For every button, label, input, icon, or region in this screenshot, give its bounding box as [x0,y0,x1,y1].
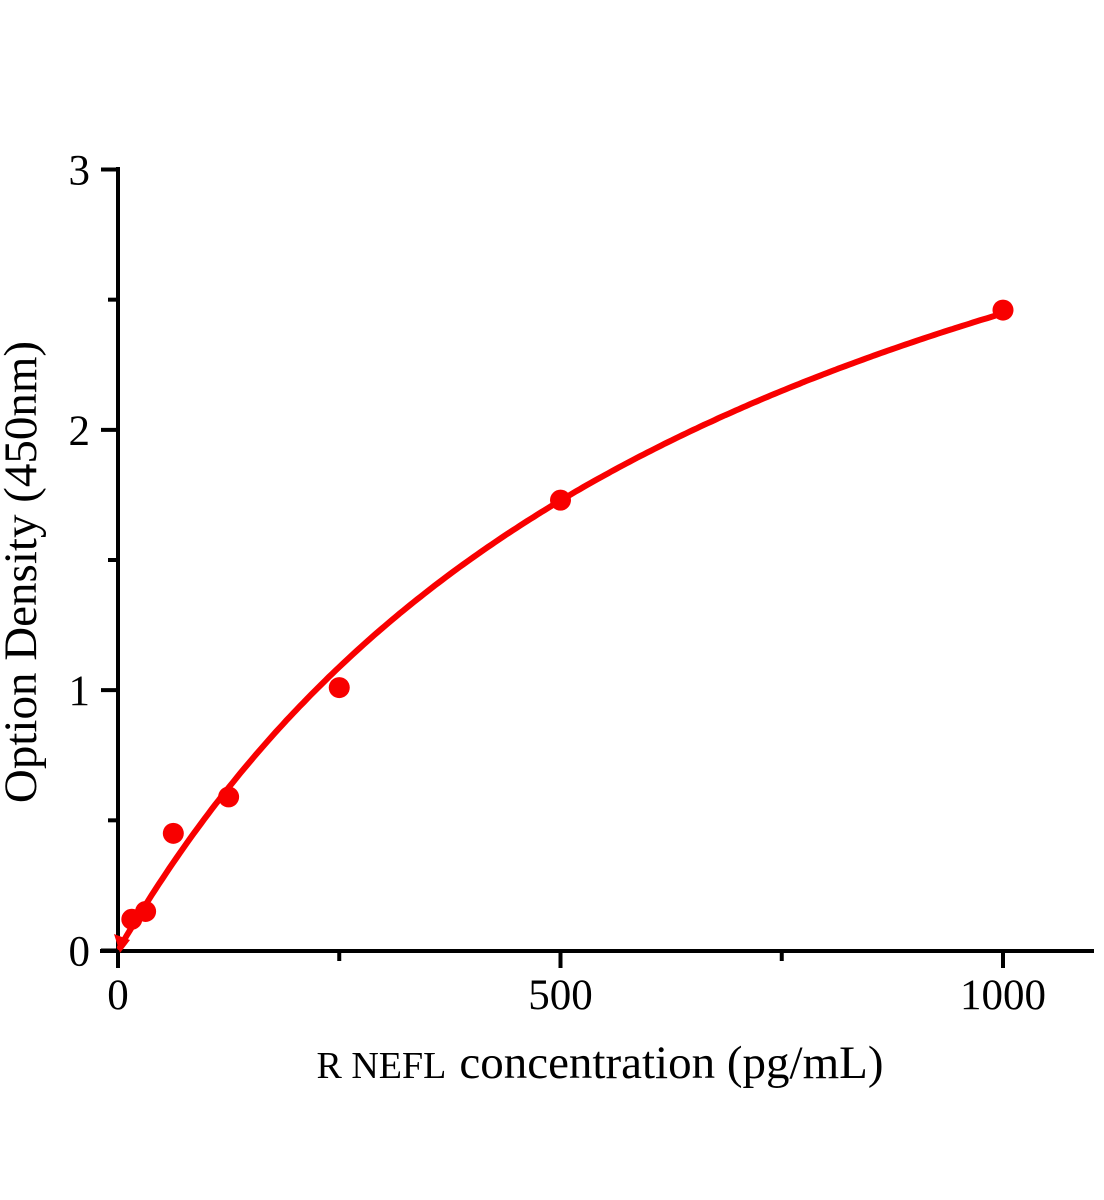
data-point [550,489,571,511]
data-points-group [121,299,1014,930]
x-axis-title: R NEFL concentration (pg/mL) [316,1037,883,1089]
fit-curve [116,310,1005,951]
x-axis-title-prefix: R NEFL [316,1045,446,1087]
data-point [992,299,1014,321]
x-tick-label: 1000 [960,972,1046,1019]
y-tick-label: 2 [69,408,91,455]
x-axis-title-main: concentration (pg/mL) [459,1037,883,1089]
y-axis-title: Option Density (450nm) [0,341,47,803]
y-tick-label: 1 [69,668,91,715]
curve-origin-arrow [114,934,130,953]
y-tick-label: 0 [69,929,91,976]
x-tick-label: 0 [107,972,129,1019]
axis-ticks [101,167,1005,968]
y-tick-label: 3 [69,148,91,195]
data-point [218,786,240,808]
data-point [328,677,350,699]
data-point [135,900,157,922]
axis-tick-labels: 0 1 2 3 0 500 1000 [69,148,1047,1020]
x-tick-label: 500 [528,972,593,1019]
data-point [162,822,184,844]
fit-curve-group [114,310,1005,953]
